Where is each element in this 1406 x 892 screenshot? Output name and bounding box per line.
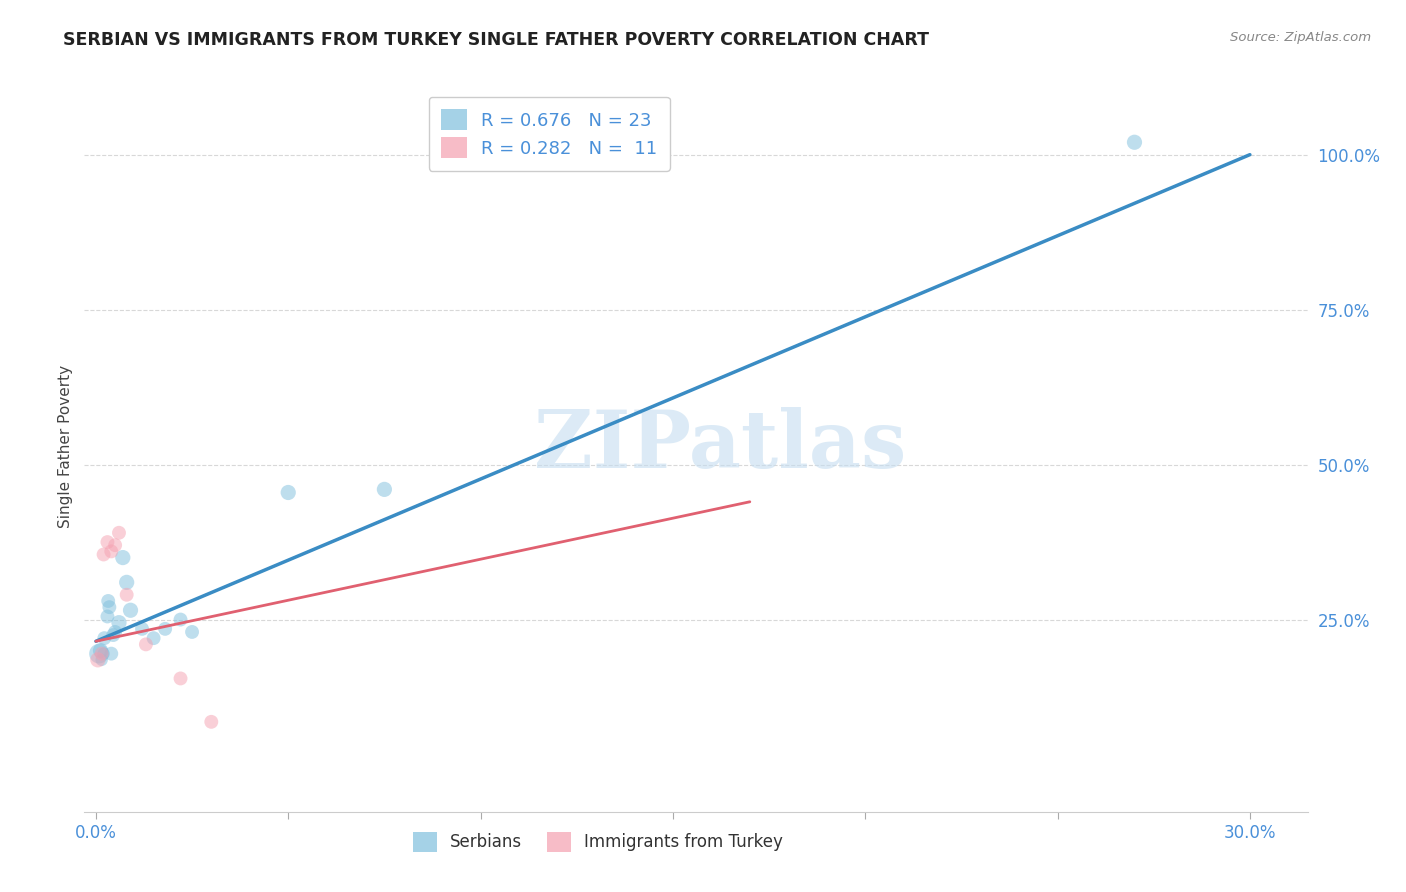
- Point: [277, 485, 299, 500]
- Point: [96, 535, 118, 549]
- Point: [111, 550, 134, 565]
- Text: ZIPatlas: ZIPatlas: [534, 407, 907, 485]
- Point: [142, 631, 165, 645]
- Point: [100, 544, 122, 558]
- Point: [115, 575, 138, 590]
- Point: [97, 594, 120, 608]
- Point: [96, 609, 118, 624]
- Point: [200, 714, 222, 729]
- Point: [1123, 135, 1146, 149]
- Point: [131, 622, 153, 636]
- Point: [104, 624, 127, 639]
- Point: [181, 624, 204, 639]
- Point: [93, 548, 115, 562]
- Point: [120, 603, 142, 617]
- Point: [100, 647, 122, 661]
- Point: [115, 588, 138, 602]
- Point: [87, 653, 110, 667]
- Point: [93, 647, 115, 661]
- Point: [93, 631, 115, 645]
- Legend: Serbians, Immigrants from Turkey: Serbians, Immigrants from Turkey: [406, 826, 789, 858]
- Point: [103, 628, 125, 642]
- Point: [98, 600, 121, 615]
- Point: [108, 615, 131, 630]
- Point: [90, 647, 112, 661]
- Point: [108, 525, 131, 540]
- Point: [135, 637, 157, 651]
- Point: [87, 647, 110, 661]
- Point: [89, 643, 111, 657]
- Point: [169, 613, 191, 627]
- Text: SERBIAN VS IMMIGRANTS FROM TURKEY SINGLE FATHER POVERTY CORRELATION CHART: SERBIAN VS IMMIGRANTS FROM TURKEY SINGLE…: [63, 31, 929, 49]
- Point: [153, 622, 176, 636]
- Point: [90, 653, 112, 667]
- Y-axis label: Single Father Poverty: Single Father Poverty: [58, 365, 73, 527]
- Point: [169, 672, 191, 686]
- Point: [373, 483, 395, 497]
- Point: [104, 538, 127, 552]
- Text: Source: ZipAtlas.com: Source: ZipAtlas.com: [1230, 31, 1371, 45]
